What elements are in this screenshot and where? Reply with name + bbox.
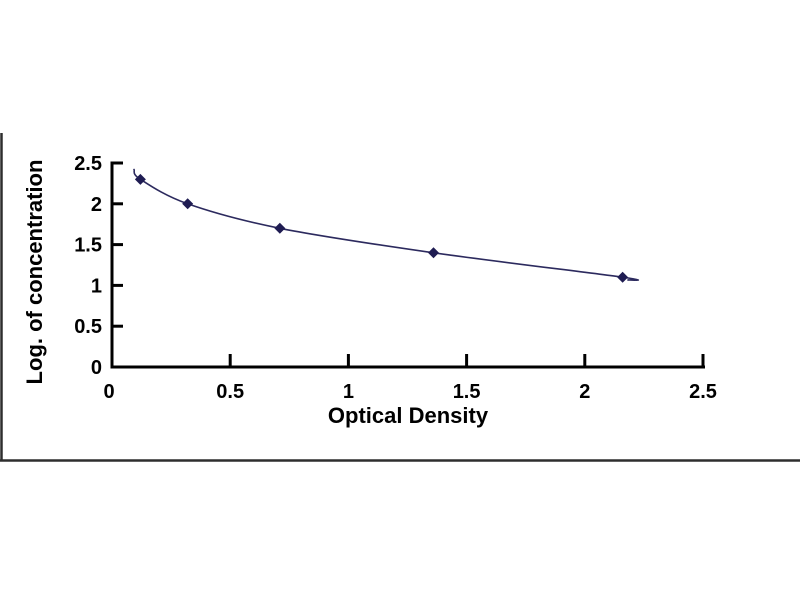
x-tick-label: 0.5 [216,381,244,403]
y-axis-title: Log. of concentration [22,160,47,385]
data-point-marker [617,271,629,283]
standard-curve-line [133,168,640,281]
data-point-marker [274,222,286,234]
y-tick-label: 2.5 [74,153,102,175]
y-tick-label: 1.5 [74,235,102,257]
x-tick-label: 1 [343,381,354,403]
x-tick-label: 2.5 [689,381,717,403]
data-point-marker [134,173,146,185]
y-axis: 0 0.5 1 1.5 2 2.5 [74,153,123,379]
y-tick-label: 1 [91,275,102,297]
data-point-marker [182,198,194,210]
x-tick-label: 2 [579,381,590,403]
x-axis-title: Optical Density [328,403,489,428]
page-cell-borders [0,133,800,462]
data-point-marker [428,247,440,259]
x-tick-label: 0 [103,381,114,403]
y-tick-label: 0 [91,357,102,379]
data-points [134,173,629,283]
y-tick-label: 2 [91,194,102,216]
x-axis: 0 0.5 1 1.5 2 2.5 [103,354,717,403]
y-tick-label: 0.5 [74,316,102,338]
x-tick-label: 1.5 [453,381,481,403]
